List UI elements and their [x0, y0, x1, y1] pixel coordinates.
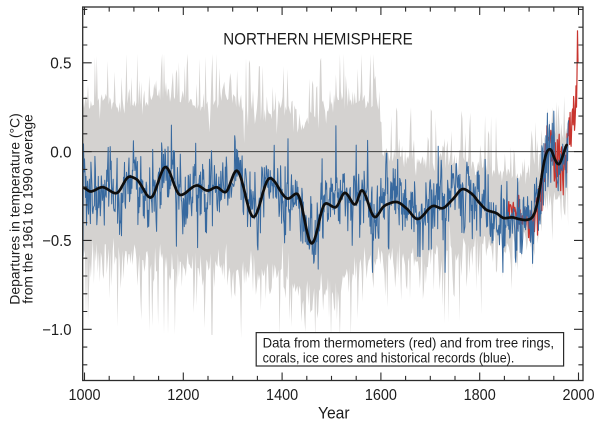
svg-text:1600: 1600 — [365, 387, 397, 404]
svg-text:2000: 2000 — [562, 387, 594, 404]
svg-text:NORTHERN HEMISPHERE: NORTHERN HEMISPHERE — [223, 30, 412, 49]
svg-text:0.0: 0.0 — [50, 144, 71, 161]
svg-text:Data from thermometers (red) a: Data from thermometers (red) and from tr… — [263, 334, 554, 350]
svg-text:1400: 1400 — [266, 387, 298, 404]
svg-text:−1.0: −1.0 — [42, 322, 71, 339]
svg-text:1000: 1000 — [68, 387, 100, 404]
svg-text:−0.5: −0.5 — [42, 233, 71, 250]
svg-text:corals, ice cores and historic: corals, ice cores and historical records… — [263, 349, 515, 365]
svg-text:0.5: 0.5 — [50, 56, 71, 73]
svg-text:Year: Year — [318, 404, 350, 422]
svg-text:Departures in temperature (°C): Departures in temperature (°C)from the 1… — [7, 113, 35, 305]
svg-text:1800: 1800 — [464, 387, 496, 404]
svg-text:1200: 1200 — [167, 387, 199, 404]
